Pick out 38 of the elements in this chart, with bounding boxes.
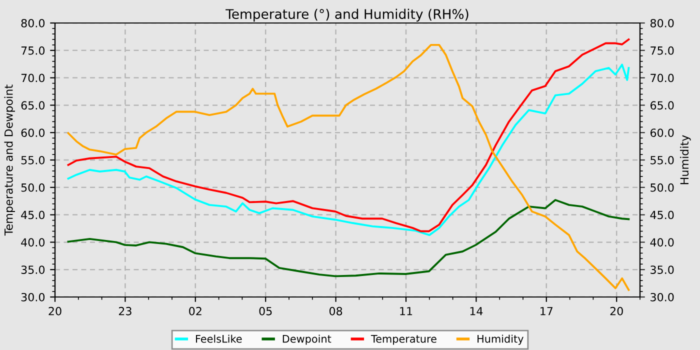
legend-label: FeelsLike xyxy=(196,334,242,343)
y2-tick-label: 60.0 xyxy=(650,128,674,137)
y2-tick-label: 55.0 xyxy=(650,156,674,164)
y-axis-title: Temperature and Dewpoint xyxy=(4,84,15,236)
chart-title: Temperature (°) and Humidity (RH%) xyxy=(226,8,468,22)
y-tick-label: 35.0 xyxy=(21,266,45,274)
x-tick-label: 08 xyxy=(329,306,342,316)
x-tick-label: 20 xyxy=(48,306,62,316)
x-tick-label: 11 xyxy=(400,307,412,316)
legend-label: Dewpoint xyxy=(282,334,332,345)
y2-tick-label: 80.0 xyxy=(650,18,674,28)
y-tick-label: 50.0 xyxy=(21,183,45,192)
y-tick-label: 40.0 xyxy=(21,238,45,247)
y-tick-label: 75.0 xyxy=(21,46,45,55)
y-tick-label: 70.0 xyxy=(21,74,45,82)
x-tick-label: 05 xyxy=(259,306,272,316)
y-tick-label: 45.0 xyxy=(21,210,45,220)
y-tick-label: 60.0 xyxy=(21,128,45,137)
y2-tick-label: 50.0 xyxy=(650,183,674,192)
y2-axis-title: Humidity xyxy=(680,135,691,184)
y2-tick-label: 65.0 xyxy=(650,101,674,110)
y-tick-label: 65.0 xyxy=(21,101,45,110)
legend-label: Humidity xyxy=(478,334,524,345)
y-tick-label: 55.0 xyxy=(21,156,45,164)
y2-tick-label: 75.0 xyxy=(650,46,674,55)
x-tick-label: 17 xyxy=(540,307,553,316)
y2-tick-label: 35.0 xyxy=(650,266,674,274)
y2-tick-label: 40.0 xyxy=(650,238,674,247)
y2-tick-label: 45.0 xyxy=(650,210,674,220)
x-tick-label: 14 xyxy=(470,307,483,316)
y-tick-label: 30.0 xyxy=(21,292,45,302)
y-tick-label: 80.0 xyxy=(21,18,45,28)
x-tick-label: 23 xyxy=(118,306,132,316)
x-tick-label: 02 xyxy=(189,306,202,316)
legend-label: Temperature xyxy=(370,335,436,345)
x-tick-label: 20 xyxy=(610,306,623,316)
y2-tick-label: 70.0 xyxy=(650,74,674,82)
y2-tick-label: 30.0 xyxy=(650,292,674,302)
